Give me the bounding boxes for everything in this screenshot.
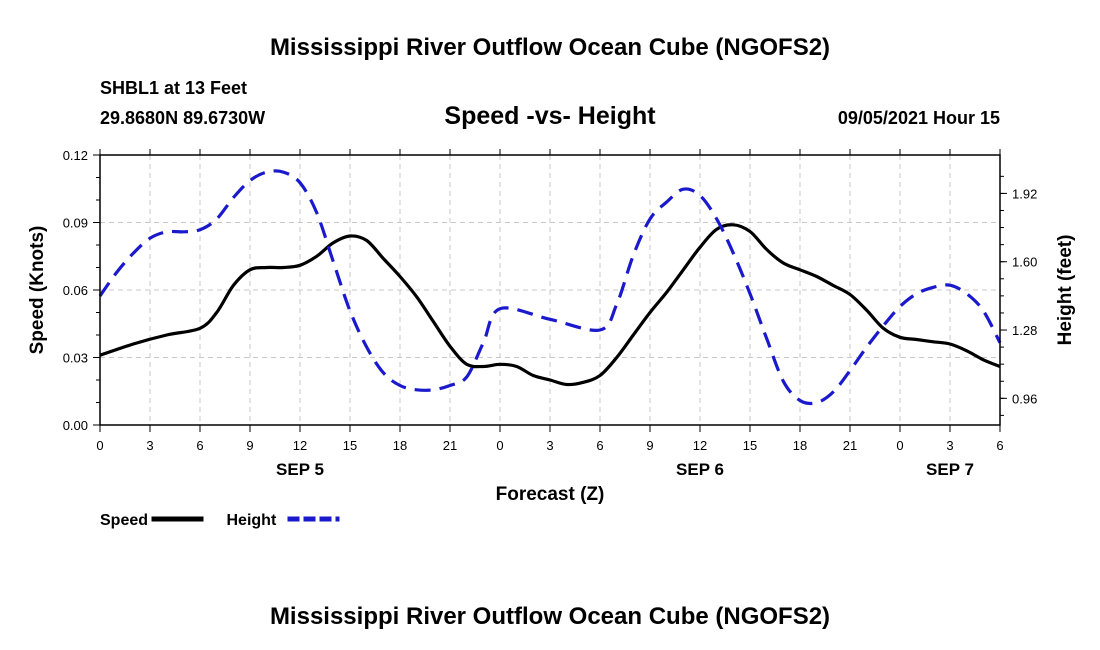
y-tick-label: 0.12	[63, 148, 88, 163]
y2-tick-label: 1.28	[1012, 323, 1037, 338]
x-tick-label: 0	[896, 438, 903, 453]
y-axis-label: Speed (Knots)	[27, 226, 48, 355]
forecast-datetime: 09/05/2021 Hour 15	[838, 108, 1000, 128]
legend: Speed Height	[100, 512, 340, 529]
x-tick-label: 21	[843, 438, 857, 453]
station-label: SHBL1 at 13 Feet	[100, 78, 247, 98]
x-tick-label: 15	[343, 438, 357, 453]
x-axis-label: Forecast (Z)	[496, 484, 605, 505]
x-tick-label: 21	[443, 438, 457, 453]
day-label: SEP 6	[676, 460, 724, 479]
legend-label-height: Height	[227, 512, 277, 529]
x-tick-label: 6	[196, 438, 203, 453]
day-label: SEP 7	[926, 460, 974, 479]
y-tick-label: 0.03	[63, 351, 88, 366]
chart-subtitle: Speed -vs- Height	[444, 102, 656, 130]
x-tick-label: 9	[246, 438, 253, 453]
x-tick-label: 3	[146, 438, 153, 453]
footer-title: Mississippi River Outflow Ocean Cube (NG…	[270, 603, 830, 630]
x-tick-label: 12	[693, 438, 707, 453]
station-coords: 29.8680N 89.6730W	[100, 108, 265, 128]
x-tick-label: 18	[393, 438, 407, 453]
y2-tick-label: 1.92	[1012, 186, 1037, 201]
axis-layer: 0 3 6 9 12 15 18 21 0 3 6 9 12 15 18 21 0 3 6 0.00 0.03 0.06 0…	[63, 148, 1038, 479]
main-title: Mississippi River Outflow Ocean Cube (NG…	[270, 34, 830, 61]
y-tick-label: 0.00	[63, 418, 88, 433]
x-tick-label: 6	[996, 438, 1003, 453]
legend-label-speed: Speed	[100, 512, 148, 529]
x-tick-label: 0	[96, 438, 103, 453]
x-tick-label: 3	[946, 438, 953, 453]
y2-tick-label: 1.60	[1012, 255, 1037, 270]
x-tick-label: 9	[646, 438, 653, 453]
y2-tick-label: 0.96	[1012, 391, 1037, 406]
x-tick-label: 0	[496, 438, 503, 453]
y2-axis-label: Height (feet)	[1055, 235, 1076, 346]
x-tick-label: 15	[743, 438, 757, 453]
x-tick-label: 6	[596, 438, 603, 453]
x-tick-label: 3	[546, 438, 553, 453]
series-layer	[98, 169, 1002, 406]
day-label: SEP 5	[276, 460, 324, 479]
x-tick-label: 12	[293, 438, 307, 453]
y-tick-label: 0.09	[63, 216, 88, 231]
series-line-height	[98, 169, 1002, 406]
x-tick-label: 18	[793, 438, 807, 453]
y-tick-label: 0.06	[63, 283, 88, 298]
series-line-speed	[99, 223, 1001, 387]
